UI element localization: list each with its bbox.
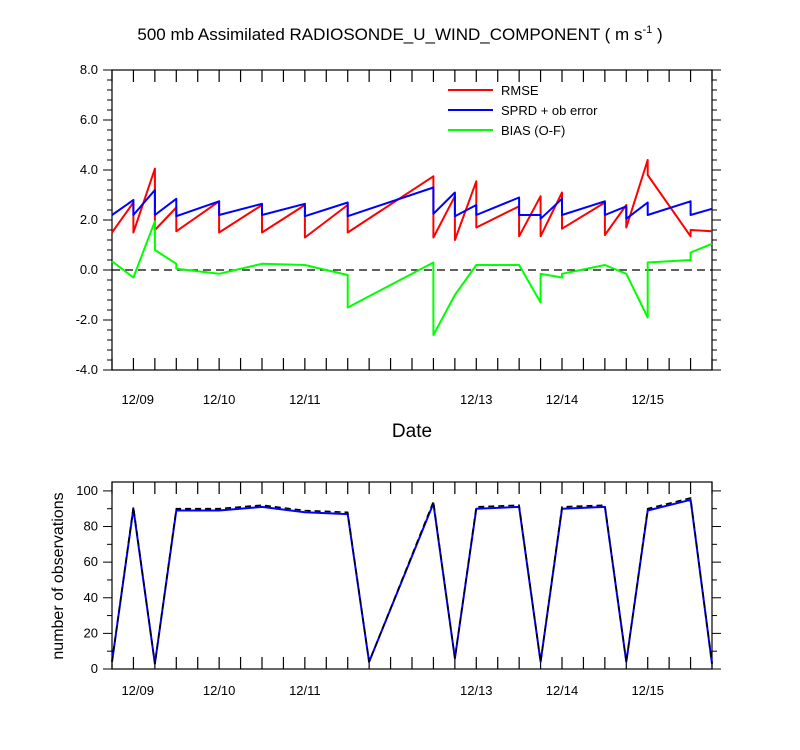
top-series	[111, 159, 713, 336]
legend-label-sprd: SPRD + ob error	[501, 103, 598, 118]
top-plot: -4.0-2.00.02.04.06.08.0 12/09 12/10 12/11 1…	[76, 62, 721, 407]
y-tick-label: 60	[84, 554, 98, 569]
x-tick-label: 12/14	[546, 392, 579, 407]
series-line-bias-o-f	[111, 220, 713, 336]
x-tick-label: 12/13	[460, 392, 493, 407]
x-tick-label: 12/11	[289, 392, 321, 407]
y-tick-label: -2.0	[76, 312, 98, 327]
y-tick-label: 100	[76, 483, 98, 498]
y-tick-label: 2.0	[80, 212, 98, 227]
x-tick-label: 12/15	[631, 392, 664, 407]
x-tick-label: 12/09	[121, 683, 154, 698]
legend-label-rmse: RMSE	[501, 83, 539, 98]
x-tick-label: 12/11	[289, 683, 321, 698]
top-x-axis: 12/09 12/10 12/11 12/13 12/14 12/15	[111, 70, 713, 407]
y-tick-label: 4.0	[80, 162, 98, 177]
top-x-axis-label: Date	[392, 421, 432, 442]
title-main: 500 mb Assimilated RADIOSONDE_U_WIND_COM…	[137, 25, 642, 44]
y-tick-label: 20	[84, 625, 98, 640]
legend: RMSE SPRD + ob error BIAS (O-F)	[448, 83, 598, 138]
x-tick-label: 12/14	[546, 683, 579, 698]
series-line-used	[111, 498, 713, 665]
title-superscript: -1	[642, 24, 652, 36]
y-tick-label: 80	[84, 519, 98, 534]
x-tick-label: 12/15	[631, 683, 664, 698]
top-chart-title: 500 mb Assimilated RADIOSONDE_U_WIND_COM…	[137, 24, 662, 44]
bottom-x-axis: 12/09 12/10 12/11 12/13 12/14 12/15	[111, 482, 713, 698]
top-plot-frame	[111, 69, 713, 371]
series-line-rmse	[111, 159, 713, 241]
y-tick-label: 6.0	[80, 112, 98, 127]
y-tick-label: 8.0	[80, 62, 98, 77]
series-line-possible	[111, 497, 713, 665]
x-tick-label: 12/10	[203, 683, 236, 698]
bottom-series	[111, 497, 713, 665]
x-tick-label: 12/09	[121, 392, 154, 407]
y-tick-label: 0.0	[80, 262, 98, 277]
y-tick-label: 40	[84, 590, 98, 605]
y-tick-label: 0	[91, 661, 98, 676]
x-tick-label: 12/10	[203, 392, 236, 407]
bottom-y-axis-label: number of observations	[50, 492, 67, 659]
series-line-sprd-ob-error	[111, 186, 713, 220]
x-tick-label: 12/13	[460, 683, 493, 698]
legend-label-bias: BIAS (O-F)	[501, 123, 565, 138]
bottom-y-axis: 0 20 40 60 80 100	[76, 483, 721, 676]
y-tick-label: -4.0	[76, 362, 98, 377]
title-end: )	[652, 25, 662, 44]
top-y-axis: -4.0 -2.0 0.0 2.0 4.0 6.0 8.0	[76, 62, 721, 377]
